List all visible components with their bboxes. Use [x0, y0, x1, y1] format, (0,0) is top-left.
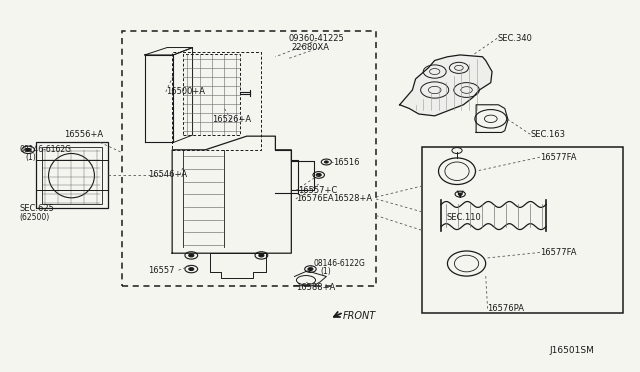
Bar — [42, 147, 102, 205]
Circle shape — [26, 148, 31, 151]
Text: 16588+A: 16588+A — [296, 283, 335, 292]
Bar — [183, 54, 241, 135]
Circle shape — [189, 254, 194, 257]
Text: J16501SM: J16501SM — [549, 346, 595, 355]
Text: 08146-6122G: 08146-6122G — [314, 259, 365, 268]
Text: 16576EA: 16576EA — [296, 195, 334, 203]
Text: 16528+A: 16528+A — [333, 195, 372, 203]
Text: 16500+A: 16500+A — [166, 87, 205, 96]
Circle shape — [308, 267, 313, 270]
Circle shape — [316, 173, 321, 176]
Circle shape — [189, 267, 194, 270]
Bar — [36, 142, 108, 208]
Bar — [172, 52, 261, 150]
Bar — [122, 31, 376, 286]
Text: 16546+A: 16546+A — [148, 170, 187, 179]
Text: 16526+A: 16526+A — [212, 115, 251, 124]
Text: 16576PA: 16576PA — [488, 304, 525, 313]
Text: SEC.625: SEC.625 — [19, 203, 54, 213]
Text: (62500): (62500) — [19, 213, 49, 222]
Text: 16516: 16516 — [333, 157, 359, 167]
Bar — [422, 147, 623, 313]
Text: 16556+A: 16556+A — [64, 130, 103, 139]
Text: SEC.340: SEC.340 — [497, 34, 532, 43]
Text: 08146-6162G: 08146-6162G — [19, 145, 71, 154]
Text: SEC.163: SEC.163 — [531, 130, 565, 139]
Text: (1): (1) — [26, 153, 36, 162]
Circle shape — [259, 254, 264, 257]
Circle shape — [458, 193, 462, 195]
Circle shape — [324, 161, 328, 163]
Text: 16577FA: 16577FA — [540, 153, 577, 162]
Text: SEC.110: SEC.110 — [446, 213, 481, 222]
Text: (1): (1) — [320, 267, 331, 276]
Text: 22680XA: 22680XA — [291, 43, 330, 52]
Text: FRONT: FRONT — [343, 311, 376, 321]
Text: 09360-41225: 09360-41225 — [288, 34, 344, 43]
Polygon shape — [399, 55, 492, 116]
Text: 16557: 16557 — [148, 266, 175, 275]
Text: 16577FA: 16577FA — [540, 248, 577, 257]
Text: 16557+C: 16557+C — [298, 186, 337, 195]
